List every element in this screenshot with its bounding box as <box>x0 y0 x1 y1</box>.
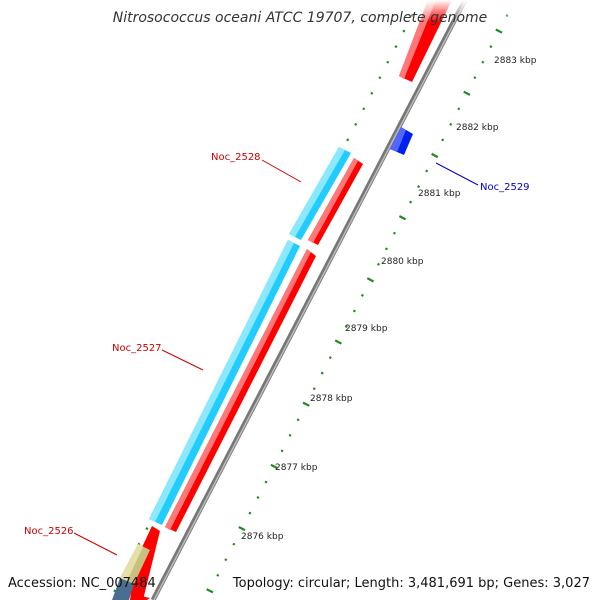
inner-tick-track <box>206 0 517 594</box>
minor-tick <box>248 511 252 515</box>
minor-tick <box>402 29 406 33</box>
cds-feature-noc-2528[interactable] <box>289 147 351 240</box>
label-noc-2527[interactable]: Noc_2527 <box>112 343 162 354</box>
kbp-label-2883: 2883 kbp <box>494 56 537 66</box>
gene-noc-2527[interactable] <box>165 249 316 532</box>
major-tick <box>398 215 407 221</box>
minor-tick <box>256 496 260 499</box>
minor-tick <box>264 480 268 484</box>
major-tick <box>431 152 439 159</box>
minor-tick <box>328 356 332 360</box>
minor-tick <box>296 418 300 422</box>
minor-tick <box>457 107 461 111</box>
minor-tick <box>481 60 485 64</box>
major-tick <box>495 28 503 34</box>
minor-tick <box>216 573 220 577</box>
minor-tick <box>376 262 380 266</box>
minor-tick <box>409 200 413 204</box>
minor-tick <box>386 60 390 64</box>
minor-tick <box>280 449 284 453</box>
gene-bottom-partial[interactable] <box>130 526 160 600</box>
minor-tick <box>137 542 141 546</box>
minor-tick <box>393 231 396 235</box>
major-tick <box>206 588 214 594</box>
label-noc-2529[interactable]: Noc_2529 <box>480 182 530 193</box>
accession-text: Accession: NC_007484 <box>8 576 156 591</box>
minor-tick <box>360 293 364 297</box>
major-tick <box>302 401 310 407</box>
top-fade <box>300 0 600 22</box>
minor-tick <box>145 527 149 531</box>
minor-tick <box>378 76 382 80</box>
minor-tick <box>232 542 236 546</box>
kbp-label-2882: 2882 kbp <box>456 123 499 133</box>
kbp-label-2878: 2878 kbp <box>310 394 353 404</box>
kbp-label-2879: 2879 kbp <box>345 324 388 334</box>
leader-noc-2528 <box>261 159 302 183</box>
minor-tick <box>385 247 388 251</box>
kbp-label-2877: 2877 kbp <box>275 463 318 473</box>
label-noc-2528[interactable]: Noc_2528 <box>211 152 261 163</box>
leader-noc-2527 <box>161 349 204 371</box>
misc-feature-noc-2526[interactable] <box>112 544 150 600</box>
minor-tick <box>352 309 356 313</box>
gene-noc-2528[interactable] <box>308 158 363 245</box>
minor-tick <box>320 371 324 375</box>
minor-tick <box>473 76 477 80</box>
gene-noc-2529[interactable] <box>390 127 413 155</box>
minor-tick <box>224 558 228 562</box>
minor-tick <box>441 138 445 142</box>
minor-tick <box>489 45 493 49</box>
cds-feature-noc-2527[interactable] <box>149 240 300 525</box>
major-tick <box>334 339 342 345</box>
minor-tick <box>370 91 374 95</box>
genome-backbone <box>150 0 468 600</box>
leader-noc-2529 <box>435 162 479 186</box>
minor-tick <box>394 45 398 49</box>
minor-tick <box>425 169 429 173</box>
major-tick <box>366 277 375 283</box>
major-tick <box>463 90 471 96</box>
leader-noc-2526 <box>73 532 118 556</box>
minor-tick <box>449 122 453 126</box>
minor-tick <box>417 185 421 189</box>
minor-tick <box>288 433 292 437</box>
minor-tick <box>362 107 366 111</box>
major-tick <box>270 463 278 469</box>
genome-title: Nitrosococcus oceani ATCC 19707, complet… <box>113 10 488 26</box>
kbp-label-2880: 2880 kbp <box>381 257 424 267</box>
minor-tick <box>344 325 348 328</box>
minor-tick <box>346 138 350 142</box>
major-tick <box>238 526 246 532</box>
kbp-label-2876: 2876 kbp <box>241 532 284 542</box>
minor-tick <box>354 122 358 126</box>
kbp-label-2881: 2881 kbp <box>418 189 461 199</box>
label-noc-2526[interactable]: Noc_2526 <box>24 526 74 537</box>
topology-text: Topology: circular; Length: 3,481,691 bp… <box>232 576 590 591</box>
minor-tick <box>312 387 316 391</box>
